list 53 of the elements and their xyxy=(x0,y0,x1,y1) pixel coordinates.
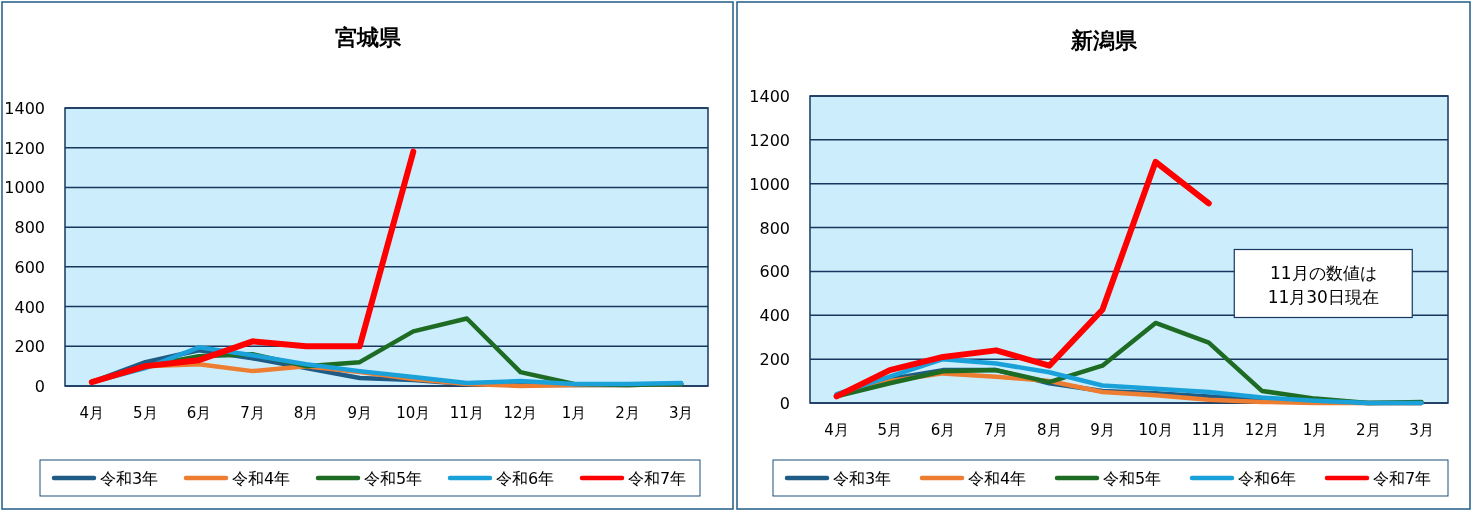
legend-label: 令和5年 xyxy=(1103,469,1162,488)
y-tick-label: 0 xyxy=(779,394,790,413)
x-tick-label: 6月 xyxy=(930,421,956,439)
x-tick-label: 7月 xyxy=(983,421,1009,439)
x-tick-label: 6月 xyxy=(186,404,212,422)
legend-label: 令和6年 xyxy=(1238,469,1297,488)
x-tick-label: 10月 xyxy=(396,404,431,422)
y-tick-label: 200 xyxy=(759,350,790,370)
x-tick-label: 8月 xyxy=(1036,421,1062,439)
x-tick-label: 7月 xyxy=(240,404,265,422)
x-tick-label: 10月 xyxy=(1138,421,1173,439)
y-tick-label: 800 xyxy=(759,218,790,238)
legend-label: 令和7年 xyxy=(1373,469,1432,488)
x-tick-label: 1月 xyxy=(1302,421,1328,439)
y-tick-label: 1000 xyxy=(4,178,45,198)
x-tick-label: 9月 xyxy=(347,404,372,422)
legend-label: 令和5年 xyxy=(364,469,423,488)
x-tick-label: 12月 xyxy=(1244,421,1279,439)
y-tick-label: 800 xyxy=(14,218,45,238)
x-tick-label: 12月 xyxy=(503,404,538,422)
x-tick-label: 8月 xyxy=(293,404,319,422)
y-tick-label: 1400 xyxy=(4,99,45,118)
legend-label: 令和4年 xyxy=(968,469,1027,488)
x-tick-label: 11月 xyxy=(1191,421,1226,439)
x-tick-label: 1月 xyxy=(561,404,587,422)
annotation: 11月の数値は 11月30日現在 xyxy=(1267,262,1379,307)
legend-label: 令和3年 xyxy=(833,469,892,488)
x-tick-label: 3月 xyxy=(1409,421,1434,439)
y-tick-label: 1000 xyxy=(749,174,790,194)
legend-label: 令和7年 xyxy=(628,469,687,488)
x-tick-label: 9月 xyxy=(1090,421,1115,439)
y-tick-label: 600 xyxy=(759,262,790,282)
x-tick-label: 4月 xyxy=(79,404,105,422)
x-tick-label: 11月 xyxy=(449,404,484,422)
x-tick-label: 2月 xyxy=(1355,421,1381,439)
y-tick-label: 0 xyxy=(34,377,45,396)
x-tick-label: 4月 xyxy=(824,421,849,439)
x-tick-label: 5月 xyxy=(133,404,158,422)
y-tick-label: 200 xyxy=(14,337,45,357)
y-tick-label: 400 xyxy=(759,306,790,326)
x-tick-label: 5月 xyxy=(877,421,903,439)
x-tick-label: 2月 xyxy=(615,404,640,422)
y-tick-label: 1200 xyxy=(4,138,45,158)
y-tick-label: 600 xyxy=(14,257,45,277)
legend-label: 令和4年 xyxy=(232,469,291,488)
chart-title: 新潟県 xyxy=(1069,28,1138,53)
legend-label: 令和6年 xyxy=(496,469,555,488)
y-tick-label: 400 xyxy=(14,297,45,317)
chart-title: 宮城県 xyxy=(334,25,402,50)
y-tick-label: 1200 xyxy=(749,130,790,150)
x-tick-label: 3月 xyxy=(668,404,694,422)
y-tick-label: 1400 xyxy=(749,87,790,106)
legend-label: 令和3年 xyxy=(100,469,159,488)
